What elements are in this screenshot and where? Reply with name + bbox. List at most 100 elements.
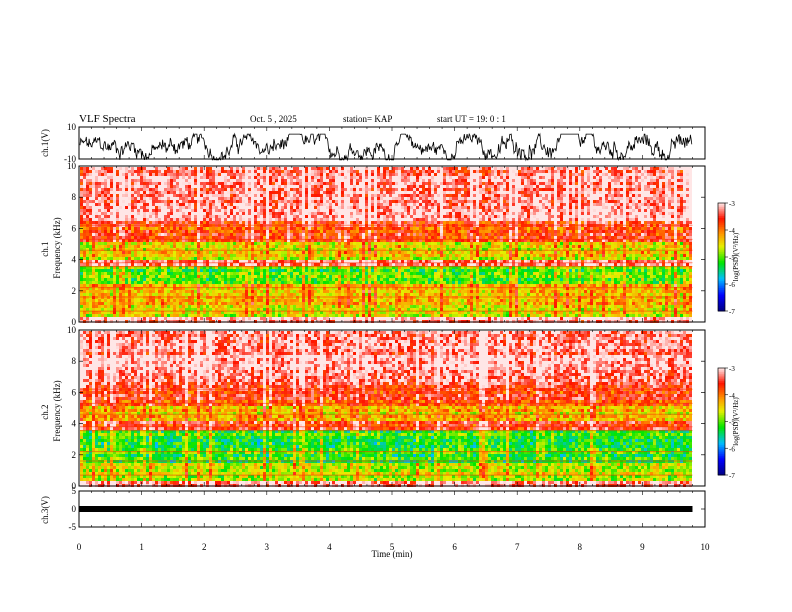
ch1-spectrogram-cell — [521, 188, 524, 191]
ch1-spectrogram-cell — [332, 182, 335, 185]
ch1-spectrogram-cell — [578, 215, 581, 218]
ch1-spectrogram-cell — [164, 212, 167, 215]
ch1-spectrogram-cell — [227, 203, 230, 206]
ch1-spectrogram-cell — [197, 170, 200, 173]
ch1-spectrogram-cell — [398, 227, 401, 230]
ch1-spectrogram-cell — [221, 191, 224, 194]
ch1-spectrogram-cell — [383, 191, 386, 194]
ch1-spectrogram-cell — [383, 173, 386, 176]
ch1-spectrogram-cell — [137, 203, 140, 206]
ch1-spectrogram-cell — [530, 233, 533, 236]
ch1-spectrogram-cell — [632, 167, 635, 170]
ch1-spectrogram-cell — [566, 200, 569, 203]
ch1-spectrogram-cell — [182, 203, 185, 206]
ch1-spectrogram-cell — [236, 197, 239, 200]
ch1-spectrogram-cell — [353, 233, 356, 236]
ch1-spectrogram-cell — [518, 227, 521, 230]
ch1-spectrogram-cell — [371, 188, 374, 191]
ch1-spectrogram-cell — [110, 176, 113, 179]
ch1-spectrogram-cell — [314, 167, 317, 170]
ch1-spectrogram-cell — [611, 194, 614, 197]
ch1-spectrogram-cell — [350, 236, 353, 239]
ch1-spectrogram-cell — [251, 167, 254, 170]
ch1-spectrogram-cell — [134, 170, 137, 173]
ch1-spectrogram-cell — [671, 185, 674, 188]
ch1-spectrogram-cell — [356, 215, 359, 218]
ch1-spectrogram-cell — [593, 209, 596, 212]
ch1-spectrogram-cell — [488, 227, 491, 230]
ch1-spectrogram-cell — [491, 212, 494, 215]
ch1-spectrogram-cell — [668, 185, 671, 188]
ch1-spectrogram-cell — [95, 176, 98, 179]
ch1-spectrogram-cell — [323, 233, 326, 236]
ch1-spectrogram-cell — [419, 194, 422, 197]
ch1-spectrogram-cell — [551, 215, 554, 218]
ch1-spectrogram-cell — [185, 218, 188, 221]
ch1-spectrogram-cell — [134, 185, 137, 188]
ch1-spectrogram-cell — [458, 209, 461, 212]
ch1-spectrogram-cell — [641, 182, 644, 185]
ch1-spectrogram-cell — [464, 191, 467, 194]
ch1-spectrogram-cell — [437, 200, 440, 203]
ch1-spectrogram-cell — [662, 203, 665, 206]
ch1-spectrogram-cell — [272, 221, 275, 224]
ch1-spectrogram-cell — [326, 167, 329, 170]
ch1-spectrogram-cell — [668, 176, 671, 179]
ch1-spectrogram-cell — [539, 173, 542, 176]
ch1-spectrogram-cell — [596, 197, 599, 200]
ch1-spectrogram-cell — [179, 209, 182, 212]
ch1-spectrogram-cell — [89, 194, 92, 197]
ch1-spectrogram-cell — [338, 200, 341, 203]
ch1-spectrogram-cell — [464, 194, 467, 197]
ch1-spectrogram-cell — [578, 206, 581, 209]
ch1-spectrogram-cell — [368, 191, 371, 194]
ch1-spectrogram-cell — [296, 179, 299, 182]
ch1-spectrogram-cell — [191, 185, 194, 188]
ch1-spectrogram-cell — [458, 203, 461, 206]
ch1-spectrogram-cell — [233, 179, 236, 182]
ch1-spectrogram-cell — [632, 197, 635, 200]
ch1-spectrogram-cell — [512, 182, 515, 185]
ch1-spectrogram-cell — [668, 203, 671, 206]
ch1-spectrogram-cell — [149, 212, 152, 215]
ch1-spectrogram-cell — [278, 209, 281, 212]
ch1-spectrogram-cell — [500, 209, 503, 212]
ch1-spectrogram-cell — [185, 173, 188, 176]
ch1-spectrogram-cell — [443, 173, 446, 176]
ch1-spectrogram-cell — [503, 230, 506, 233]
ch1-spectrogram-cell — [500, 167, 503, 170]
ch1-spectrogram-cell — [353, 176, 356, 179]
ch1-spectrogram-cell — [656, 179, 659, 182]
ch1-spectrogram-cell — [338, 197, 341, 200]
ch1-spectrogram-cell — [221, 176, 224, 179]
ch1-spectrogram-cell — [404, 194, 407, 197]
ch1-spectrogram-cell — [266, 194, 269, 197]
ch1-spectrogram-cell — [89, 185, 92, 188]
ch1-spectrogram-cell — [179, 230, 182, 233]
ch1-spectrogram-cell — [332, 218, 335, 221]
ch1-spectrogram-cell — [320, 221, 323, 224]
ch1-spectrogram-cell — [233, 218, 236, 221]
ch1-spectrogram-cell — [284, 236, 287, 239]
ch1-spectrogram-cell — [179, 188, 182, 191]
ch1-spectrogram-cell — [542, 188, 545, 191]
ch1-spectrogram-cell — [113, 230, 116, 233]
ch1-spectrogram-cell — [419, 188, 422, 191]
ch1-spectrogram-cell — [269, 203, 272, 206]
ch1-spectrogram-cell — [395, 182, 398, 185]
ch1-spectrogram-cell — [311, 236, 314, 239]
ch1-spectrogram-cell — [650, 200, 653, 203]
ch1-spectrogram-cell — [638, 236, 641, 239]
ch1-spectrogram-cell — [179, 179, 182, 182]
ch1-spectrogram-cell — [686, 182, 689, 185]
ch1-spectrogram-cell — [329, 206, 332, 209]
ch1-spectrogram-cell — [206, 170, 209, 173]
ch1-spectrogram-cell — [464, 200, 467, 203]
ch1-spectrogram-cell — [434, 200, 437, 203]
ch1-spectrogram-cell — [578, 218, 581, 221]
ch1-spectrogram-cell — [536, 185, 539, 188]
ch1-spectrogram-cell — [641, 203, 644, 206]
ch1-spectrogram-cell — [638, 230, 641, 233]
ch1-spectrogram-cell — [593, 212, 596, 215]
ch1-spectrogram-cell — [392, 176, 395, 179]
